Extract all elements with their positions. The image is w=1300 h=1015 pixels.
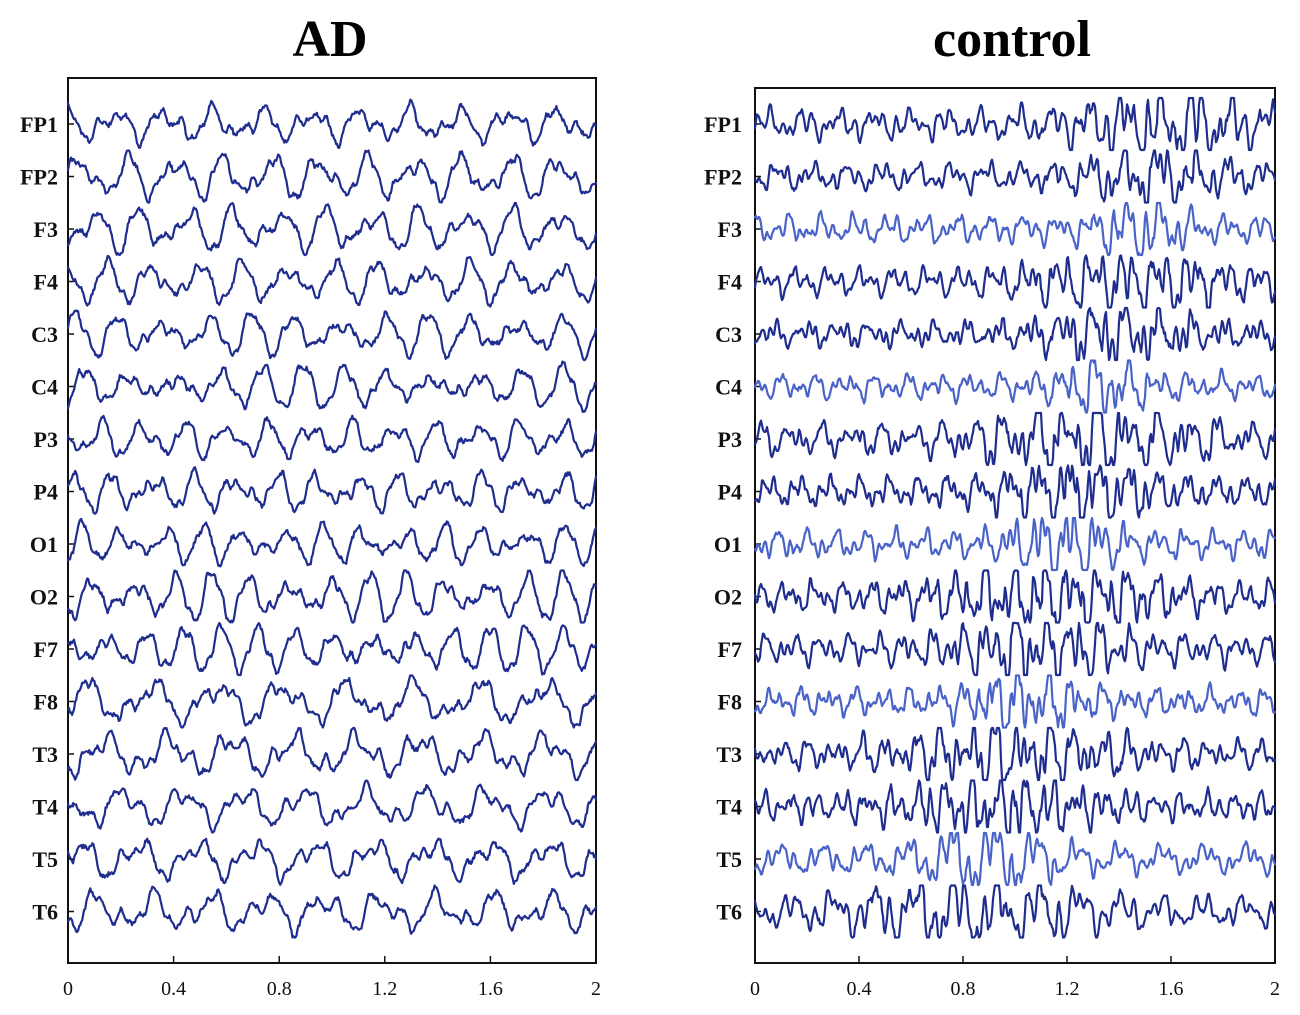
ad-x-tick-label: 1.2 (372, 978, 397, 1000)
control-trace-c4 (753, 359, 1277, 414)
ad-channel-label-f7: F7 (34, 637, 58, 662)
control-panel: control 0 0.4 0.8 1.2 1.6 2 FP1 FP2 F3 F4 C3 C4 P3 P4 O… (704, 11, 1280, 1000)
control-trace-t6 (753, 884, 1277, 939)
ad-channel-label-fp2: FP2 (20, 165, 58, 190)
control-trace-t5 (753, 831, 1277, 887)
control-channel-label-o2: O2 (714, 585, 742, 610)
ad-trace-c4 (66, 360, 598, 414)
control-trace-fp2 (753, 149, 1277, 204)
control-channel-label-fp2: FP2 (704, 165, 742, 190)
ad-channel-label-t5: T5 (32, 847, 58, 872)
ad-plot-frame (67, 77, 597, 964)
ad-channel-label-p3: P3 (34, 427, 58, 452)
ad-trace-f8 (66, 674, 598, 729)
ad-trace-t6 (66, 884, 598, 939)
ad-channel-label-t4: T4 (32, 795, 58, 820)
ad-trace-fp2 (66, 149, 598, 204)
control-trace-o1 (753, 516, 1277, 572)
control-x-tick-label: 1.6 (1159, 978, 1184, 1000)
ad-channel-label-fp1: FP1 (20, 112, 58, 137)
ad-channel-label-t3: T3 (32, 742, 58, 767)
ad-trace-f4 (66, 254, 598, 308)
control-x-tick-label: 0 (750, 978, 760, 1000)
control-trace-p4 (753, 464, 1277, 519)
ad-x-tick-label: 0 (63, 978, 73, 1000)
ad-channel-label-c4: C4 (31, 375, 58, 400)
control-trace-f7 (753, 621, 1277, 677)
ad-trace-o1 (66, 517, 598, 568)
ad-channel-label-t6: T6 (32, 900, 58, 925)
ad-trace-fp1 (66, 98, 598, 149)
control-channel-label-t4: T4 (716, 795, 742, 820)
ad-x-tick-label: 1.6 (478, 978, 503, 1000)
control-trace-o2 (753, 569, 1277, 624)
ad-trace-f7 (66, 621, 598, 677)
control-trace-f4 (753, 254, 1277, 309)
control-channel-label-c4: C4 (715, 375, 742, 400)
control-channel-label-c3: C3 (715, 322, 742, 347)
control-channel-label-t6: T6 (716, 900, 742, 925)
ad-trace-c3 (66, 309, 598, 362)
control-x-tick-label: 2 (1270, 978, 1280, 1000)
ad-channel-label-o1: O1 (30, 532, 58, 557)
ad-trace-p4 (66, 466, 598, 515)
control-x-tick-label: 0.4 (847, 978, 872, 1000)
control-channel-label-f7: F7 (718, 637, 742, 662)
control-trace-c3 (753, 306, 1277, 362)
ad-trace-o2 (66, 569, 598, 624)
control-trace-f8 (753, 674, 1277, 729)
control-channel-label-f3: F3 (718, 217, 742, 242)
ad-channel-label-o2: O2 (30, 585, 58, 610)
ad-x-tick-label: 2 (591, 978, 601, 1000)
control-trace-t3 (753, 726, 1277, 782)
control-plot-frame (754, 87, 1276, 964)
control-x-tick-label: 1.2 (1055, 978, 1080, 1000)
ad-x-tick-label: 0.4 (161, 978, 186, 1000)
ad-trace-p3 (66, 414, 598, 464)
control-trace-fp1 (753, 96, 1277, 152)
ad-x-tick-label: 0.8 (267, 978, 292, 1000)
ad-channel-label-f4: F4 (34, 270, 58, 295)
ad-panel: AD 0 0.4 0.8 1.2 1.6 2 FP1 FP2 F3 F4 C3 C4 P3 P4 O1 O2 F7… (20, 11, 601, 1000)
control-channel-label-t3: T3 (716, 742, 742, 767)
control-channel-label-f4: F4 (718, 270, 742, 295)
ad-channel-label-p4: P4 (34, 480, 58, 505)
control-x-tick-label: 0.8 (951, 978, 976, 1000)
ad-trace-t5 (66, 837, 598, 886)
ad-panel-title: AD (292, 11, 367, 68)
control-trace-p3 (753, 411, 1277, 467)
ad-trace-f3 (66, 201, 598, 257)
control-panel-title: control (933, 11, 1091, 68)
control-channel-label-p3: P3 (718, 427, 742, 452)
ad-channel-label-c3: C3 (31, 322, 58, 347)
control-trace-f3 (753, 201, 1277, 257)
ad-trace-t3 (66, 726, 598, 782)
control-channel-label-o1: O1 (714, 532, 742, 557)
ad-trace-t4 (66, 779, 598, 834)
control-channel-label-fp1: FP1 (704, 112, 742, 137)
ad-channel-label-f8: F8 (34, 690, 58, 715)
control-channel-label-f8: F8 (718, 690, 742, 715)
control-trace-t4 (753, 779, 1277, 834)
ad-channel-label-f3: F3 (34, 217, 58, 242)
control-channel-label-t5: T5 (716, 847, 742, 872)
control-channel-label-p4: P4 (718, 480, 742, 505)
